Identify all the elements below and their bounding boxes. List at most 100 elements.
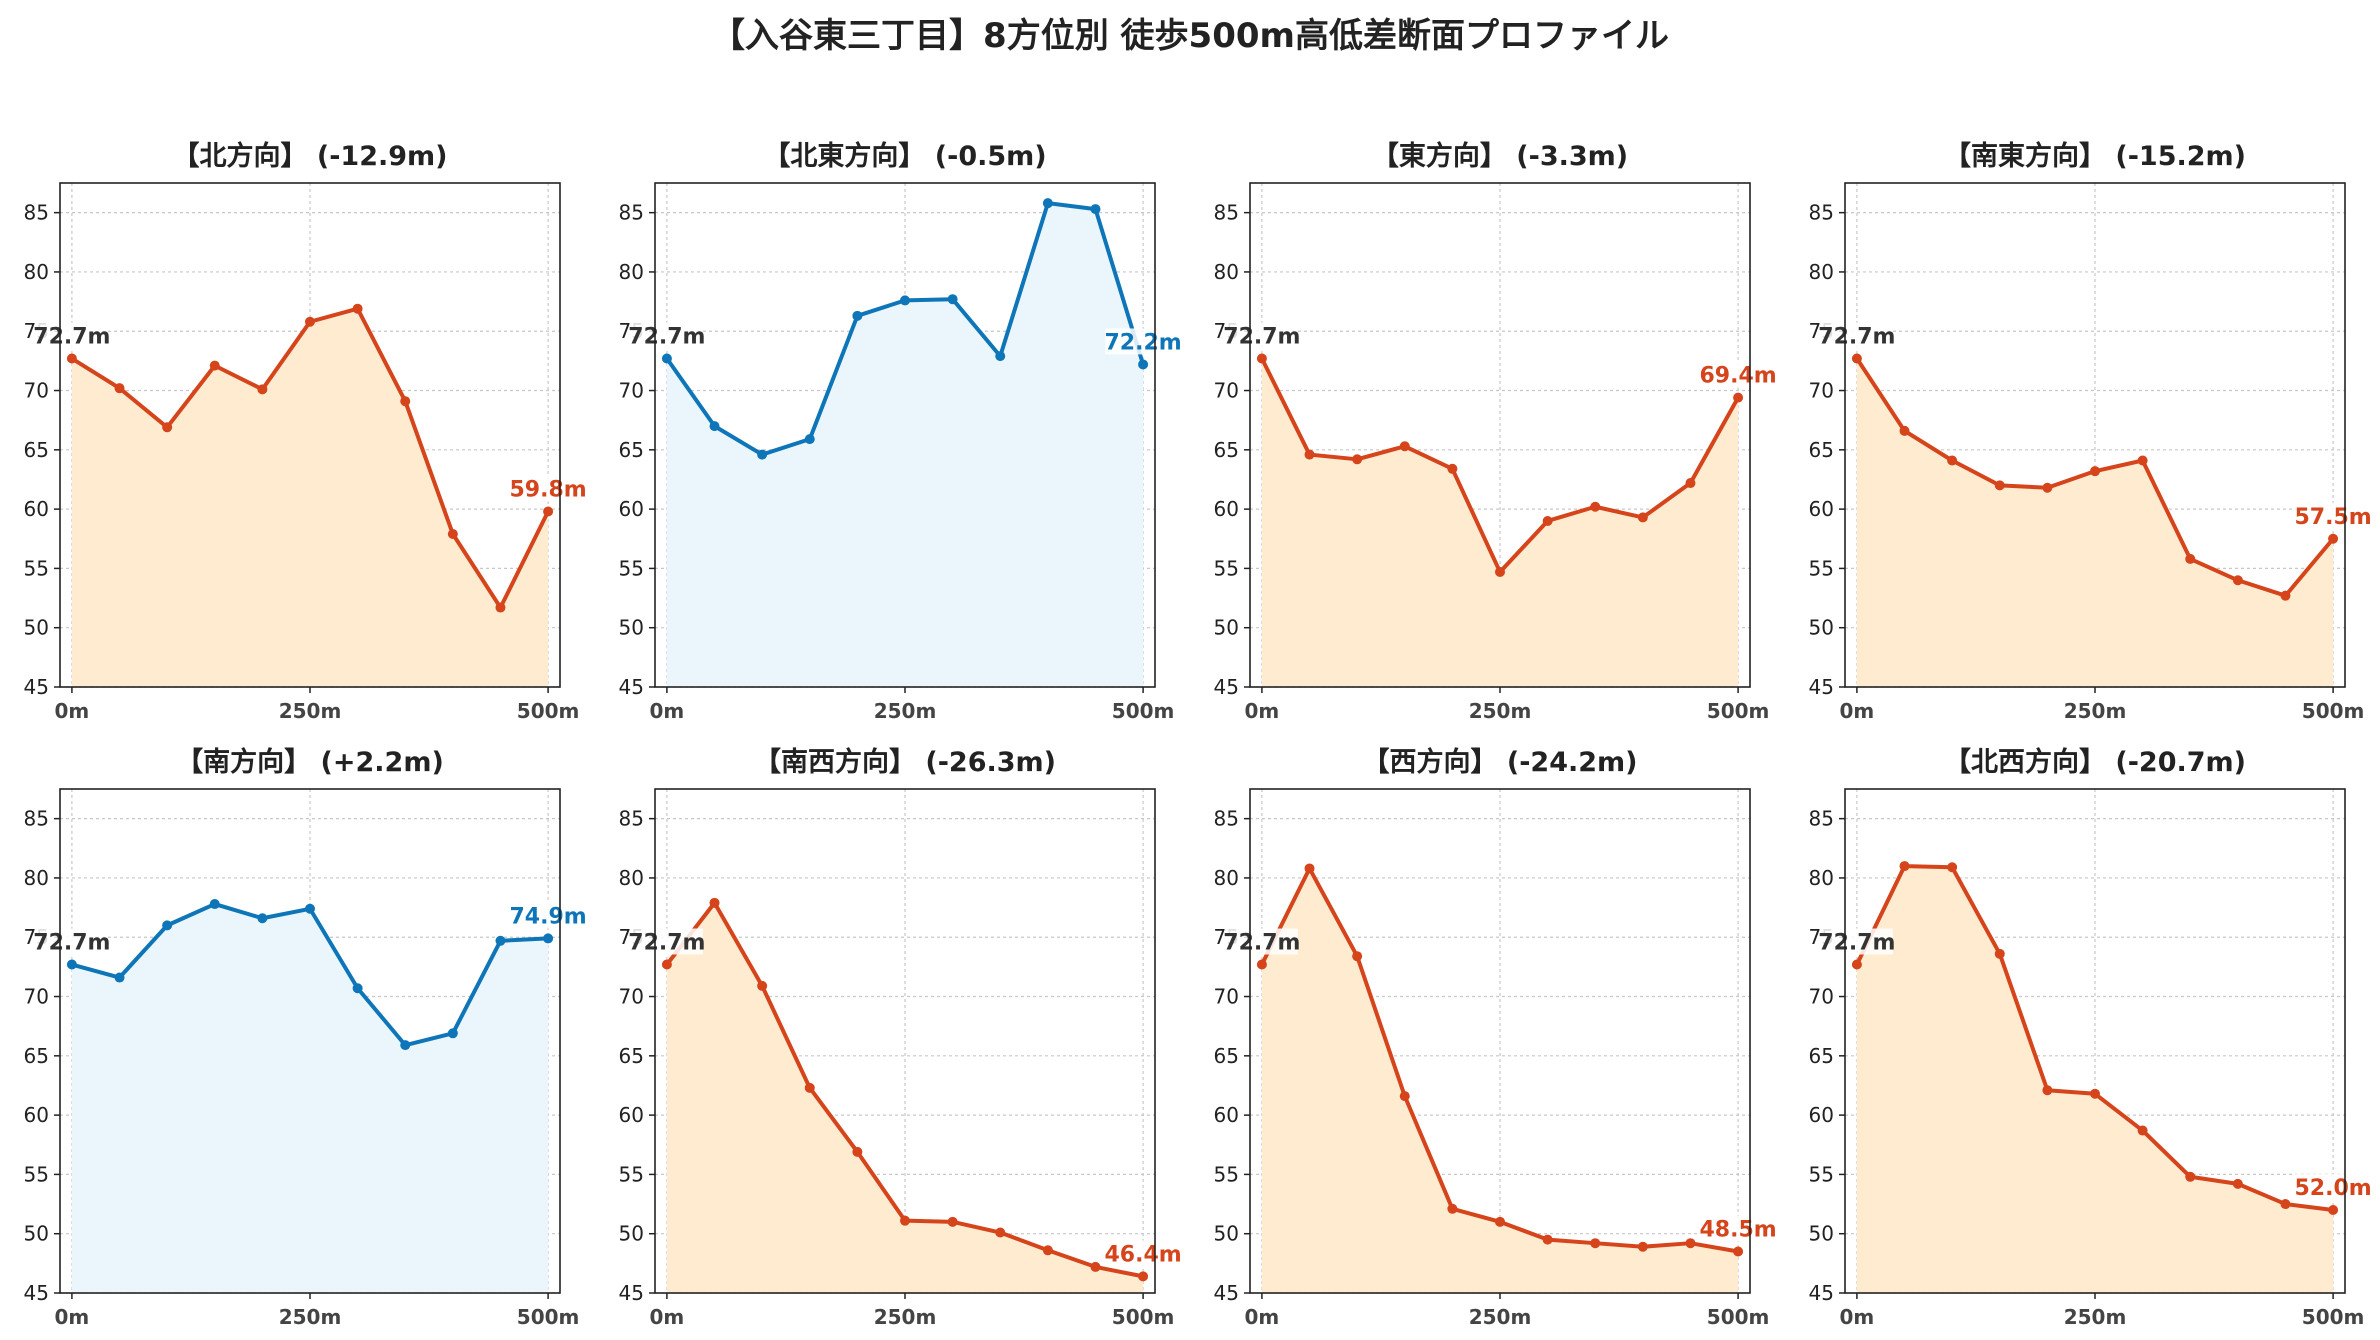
start-label-bg bbox=[1225, 928, 1298, 955]
plot-frame bbox=[59, 788, 561, 1294]
y-tick-label: 55 bbox=[24, 556, 49, 580]
series-point bbox=[2137, 455, 2148, 466]
start-label: 72.7m bbox=[1223, 931, 1300, 956]
series-point bbox=[1304, 863, 1315, 874]
series-point bbox=[495, 602, 506, 613]
series-point bbox=[1138, 1271, 1149, 1282]
end-label: 74.9m bbox=[509, 904, 586, 929]
y-tick-label: 55 bbox=[1809, 1162, 1834, 1186]
series-point bbox=[2042, 482, 2053, 493]
chart-panel-4: 【南方向】 (+2.2m)4550556065707580850m250m500… bbox=[24, 746, 587, 1329]
y-tick-label: 50 bbox=[24, 616, 49, 640]
y-tick-label: 70 bbox=[619, 379, 644, 403]
series-point bbox=[1495, 566, 1505, 577]
chart-title: 【南西方向】 (-26.3m) bbox=[754, 746, 1056, 778]
y-tick-label: 85 bbox=[1214, 201, 1239, 225]
y-tick-label: 70 bbox=[1809, 379, 1834, 403]
series-point bbox=[2280, 1199, 2291, 1210]
y-tick-label: 55 bbox=[1214, 1162, 1239, 1186]
y-tick-label: 55 bbox=[1214, 556, 1239, 580]
end-label: 57.5m bbox=[2294, 505, 2371, 530]
y-tick-label: 85 bbox=[24, 807, 49, 831]
start-label-bg bbox=[630, 322, 703, 349]
y-tick-label: 45 bbox=[619, 675, 644, 699]
x-tick-label: 500m bbox=[1112, 1305, 1175, 1329]
chart-title: 【南方向】 (+2.2m) bbox=[176, 746, 444, 778]
plot-frame bbox=[59, 182, 561, 688]
y-tick-label: 50 bbox=[24, 1222, 49, 1246]
series-point bbox=[2185, 553, 2196, 564]
start-label: 72.7m bbox=[33, 931, 110, 956]
x-tick-label: 0m bbox=[1245, 1305, 1280, 1329]
y-tick-label: 50 bbox=[1214, 1222, 1239, 1246]
x-tick-label: 500m bbox=[2302, 1305, 2365, 1329]
series-point bbox=[947, 294, 958, 305]
series-point bbox=[1733, 392, 1744, 403]
series-point bbox=[1685, 478, 1696, 489]
series-area bbox=[1261, 358, 1739, 687]
series-point bbox=[900, 295, 910, 306]
y-tick-label: 60 bbox=[1214, 497, 1239, 521]
end-label: 46.4m bbox=[1104, 1242, 1181, 1267]
end-label: 48.5m bbox=[1699, 1217, 1776, 1242]
start-label: 72.7m bbox=[1818, 325, 1895, 350]
series-point bbox=[2137, 1125, 2148, 1136]
series-area bbox=[71, 308, 549, 687]
series-point bbox=[1947, 455, 1958, 466]
y-tick-label: 85 bbox=[1809, 201, 1834, 225]
x-tick-label: 0m bbox=[650, 699, 685, 723]
plot-frame bbox=[1249, 182, 1751, 688]
y-tick-label: 85 bbox=[619, 201, 644, 225]
y-tick-label: 50 bbox=[619, 616, 644, 640]
series-point bbox=[804, 1082, 815, 1093]
series-point bbox=[1637, 1241, 1648, 1252]
x-tick-label: 0m bbox=[55, 1305, 90, 1329]
end-label-bg bbox=[510, 475, 587, 502]
chart-panel-1: 【北東方向】 (-0.5m)4550556065707580850m250m50… bbox=[619, 140, 1182, 723]
y-tick-label: 65 bbox=[619, 438, 644, 462]
series-point bbox=[2042, 1085, 2053, 1096]
series-point bbox=[1851, 353, 1862, 364]
series-point bbox=[1399, 441, 1410, 452]
series-point bbox=[447, 529, 458, 540]
x-tick-label: 500m bbox=[1707, 1305, 1770, 1329]
chart-panel-0: 【北方向】 (-12.9m)4550556065707580850m250m50… bbox=[24, 140, 587, 723]
series-point bbox=[257, 384, 268, 395]
y-tick-label: 65 bbox=[1214, 438, 1239, 462]
y-tick-label: 55 bbox=[1809, 556, 1834, 580]
y-tick-label: 45 bbox=[1214, 675, 1239, 699]
series-point bbox=[447, 1028, 458, 1039]
plot-frame bbox=[654, 788, 1156, 1294]
x-tick-label: 500m bbox=[517, 699, 580, 723]
y-tick-label: 80 bbox=[619, 866, 644, 890]
series-point bbox=[400, 396, 411, 407]
end-label: 52.0m bbox=[2294, 1176, 2371, 1201]
y-tick-label: 85 bbox=[1214, 807, 1239, 831]
y-tick-label: 65 bbox=[24, 438, 49, 462]
chart-title: 【北西方向】 (-20.7m) bbox=[1944, 746, 2246, 778]
series-point bbox=[66, 959, 77, 970]
start-label-bg bbox=[630, 928, 703, 955]
end-label: 59.8m bbox=[509, 477, 586, 502]
y-tick-label: 50 bbox=[1809, 616, 1834, 640]
end-label-bg bbox=[510, 902, 587, 929]
start-label-bg bbox=[1820, 322, 1893, 349]
y-tick-label: 65 bbox=[619, 1044, 644, 1068]
series-point bbox=[1733, 1246, 1744, 1257]
y-tick-label: 50 bbox=[1809, 1222, 1834, 1246]
chart-panel-2: 【東方向】 (-3.3m)4550556065707580850m250m500… bbox=[1214, 140, 1777, 723]
plot-frame bbox=[1249, 788, 1751, 1294]
series-point bbox=[661, 959, 672, 970]
y-tick-label: 85 bbox=[619, 807, 644, 831]
series-point bbox=[2090, 1088, 2100, 1099]
series-point bbox=[1590, 501, 1601, 512]
series-point bbox=[947, 1216, 958, 1227]
x-tick-label: 250m bbox=[874, 699, 937, 723]
y-tick-label: 80 bbox=[1214, 866, 1239, 890]
series-point bbox=[162, 920, 173, 931]
series-point bbox=[1542, 1234, 1553, 1245]
y-tick-label: 45 bbox=[1214, 1281, 1239, 1305]
x-tick-label: 0m bbox=[55, 699, 90, 723]
series-point bbox=[1352, 951, 1363, 962]
series-point bbox=[1256, 353, 1267, 364]
